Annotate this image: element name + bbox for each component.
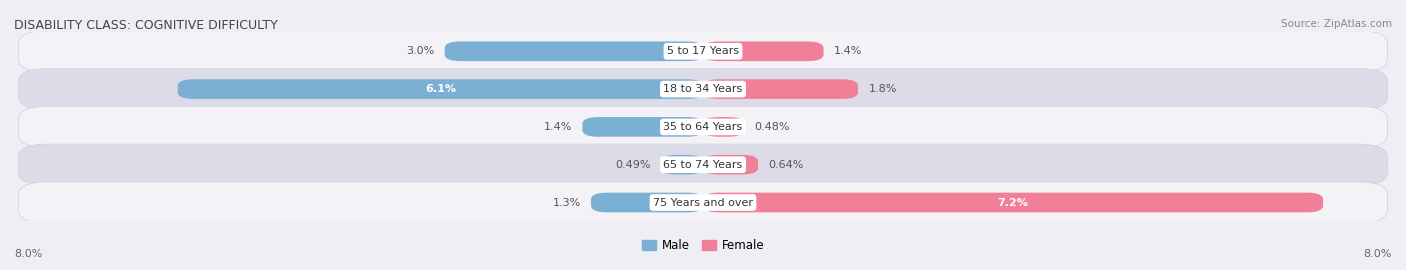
Text: 5 to 17 Years: 5 to 17 Years [666, 46, 740, 56]
Text: 0.48%: 0.48% [755, 122, 790, 132]
Text: 8.0%: 8.0% [1364, 249, 1392, 259]
Text: DISABILITY CLASS: COGNITIVE DIFFICULTY: DISABILITY CLASS: COGNITIVE DIFFICULTY [14, 19, 278, 32]
FancyBboxPatch shape [18, 69, 1388, 110]
Text: 6.1%: 6.1% [425, 84, 456, 94]
Text: 1.4%: 1.4% [834, 46, 862, 56]
FancyBboxPatch shape [18, 144, 1388, 185]
Text: 0.49%: 0.49% [614, 160, 651, 170]
Text: 3.0%: 3.0% [406, 46, 434, 56]
Text: 35 to 64 Years: 35 to 64 Years [664, 122, 742, 132]
FancyBboxPatch shape [703, 193, 1323, 212]
FancyBboxPatch shape [18, 106, 1388, 147]
FancyBboxPatch shape [177, 79, 703, 99]
Text: 0.64%: 0.64% [769, 160, 804, 170]
FancyBboxPatch shape [18, 31, 1388, 72]
Text: 7.2%: 7.2% [998, 197, 1028, 208]
FancyBboxPatch shape [582, 117, 703, 137]
FancyBboxPatch shape [18, 182, 1388, 223]
FancyBboxPatch shape [591, 193, 703, 212]
Text: Source: ZipAtlas.com: Source: ZipAtlas.com [1281, 19, 1392, 29]
FancyBboxPatch shape [703, 117, 744, 137]
Text: 18 to 34 Years: 18 to 34 Years [664, 84, 742, 94]
Text: 1.8%: 1.8% [869, 84, 897, 94]
Legend: Male, Female: Male, Female [637, 235, 769, 257]
Text: 8.0%: 8.0% [14, 249, 42, 259]
Text: 1.3%: 1.3% [553, 197, 581, 208]
Text: 1.4%: 1.4% [544, 122, 572, 132]
FancyBboxPatch shape [703, 42, 824, 61]
FancyBboxPatch shape [444, 42, 703, 61]
FancyBboxPatch shape [703, 155, 758, 174]
Text: 65 to 74 Years: 65 to 74 Years [664, 160, 742, 170]
FancyBboxPatch shape [661, 155, 703, 174]
FancyBboxPatch shape [703, 79, 858, 99]
Text: 75 Years and over: 75 Years and over [652, 197, 754, 208]
